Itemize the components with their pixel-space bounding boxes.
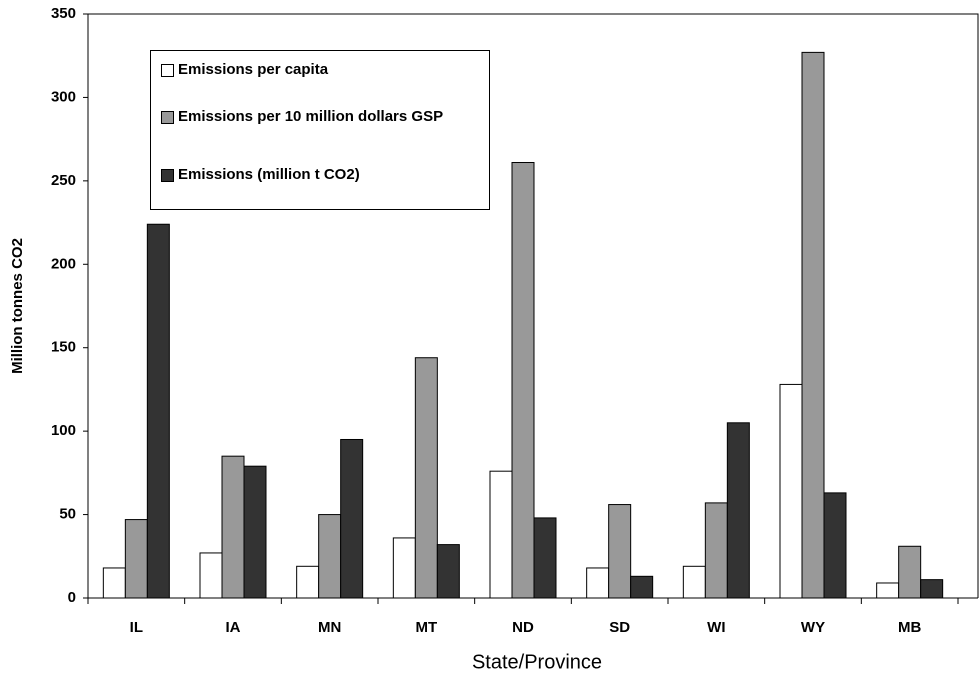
bar [511, 162, 535, 599]
bar [221, 455, 245, 599]
bar [586, 567, 610, 599]
plot-frame [87, 13, 979, 598]
x-tick-label: IA [226, 619, 241, 636]
bar [823, 492, 847, 599]
x-tick-label: SD [609, 619, 630, 636]
legend-label: Emissions per capita [178, 61, 329, 78]
legend-swatch [161, 111, 174, 124]
y-tick-label: 50 [59, 506, 76, 523]
bar [682, 565, 706, 599]
legend: Emissions per capita Emissions per 10 mil… [150, 50, 490, 210]
bar [876, 582, 900, 599]
bar [318, 514, 342, 599]
bar [489, 470, 513, 599]
y-tick-label: 250 [51, 172, 76, 189]
y-tick-label: 300 [51, 88, 76, 105]
y-tick-label: 150 [51, 339, 76, 356]
y-tick-label: 100 [51, 422, 76, 439]
bar [124, 519, 148, 599]
bar [199, 552, 223, 599]
legend-swatch [161, 169, 174, 182]
x-tick-label: IL [130, 619, 143, 636]
bar [779, 383, 803, 599]
x-tick-label: ND [512, 619, 534, 636]
y-tick-label: 200 [51, 255, 76, 272]
bar [146, 223, 170, 599]
x-tick-label: MN [318, 619, 341, 636]
legend-item: Emissions (million t CO2) [161, 166, 481, 183]
x-axis-title: State/Province [472, 651, 602, 673]
legend-label: Emissions per 10 million dollars GSP [178, 108, 444, 125]
y-tick-label: 350 [51, 5, 76, 22]
bar [296, 565, 320, 599]
bar [801, 51, 825, 599]
bar [414, 357, 438, 599]
bar [243, 465, 267, 599]
bar [102, 567, 126, 599]
legend-swatch [161, 64, 174, 77]
bar [533, 517, 557, 599]
x-tick-label: WI [707, 619, 725, 636]
legend-label: Emissions (million t CO2) [178, 166, 360, 183]
y-axis-title: Million tonnes CO2 [9, 238, 26, 374]
bar [608, 504, 632, 599]
bar [436, 544, 460, 599]
legend-item: Emissions per 10 million dollars GSP [161, 108, 481, 125]
bar [898, 545, 922, 599]
y-tick-label: 0 [68, 589, 76, 606]
x-tick-label: MB [898, 619, 921, 636]
bar [630, 575, 654, 599]
x-tick-label: WY [801, 619, 825, 636]
bar [920, 579, 944, 599]
legend-item: Emissions per capita [161, 61, 481, 78]
x-tick-label: MT [415, 619, 437, 636]
bar [340, 438, 364, 599]
bar [392, 537, 416, 599]
bar [704, 502, 728, 599]
bar [726, 422, 750, 599]
